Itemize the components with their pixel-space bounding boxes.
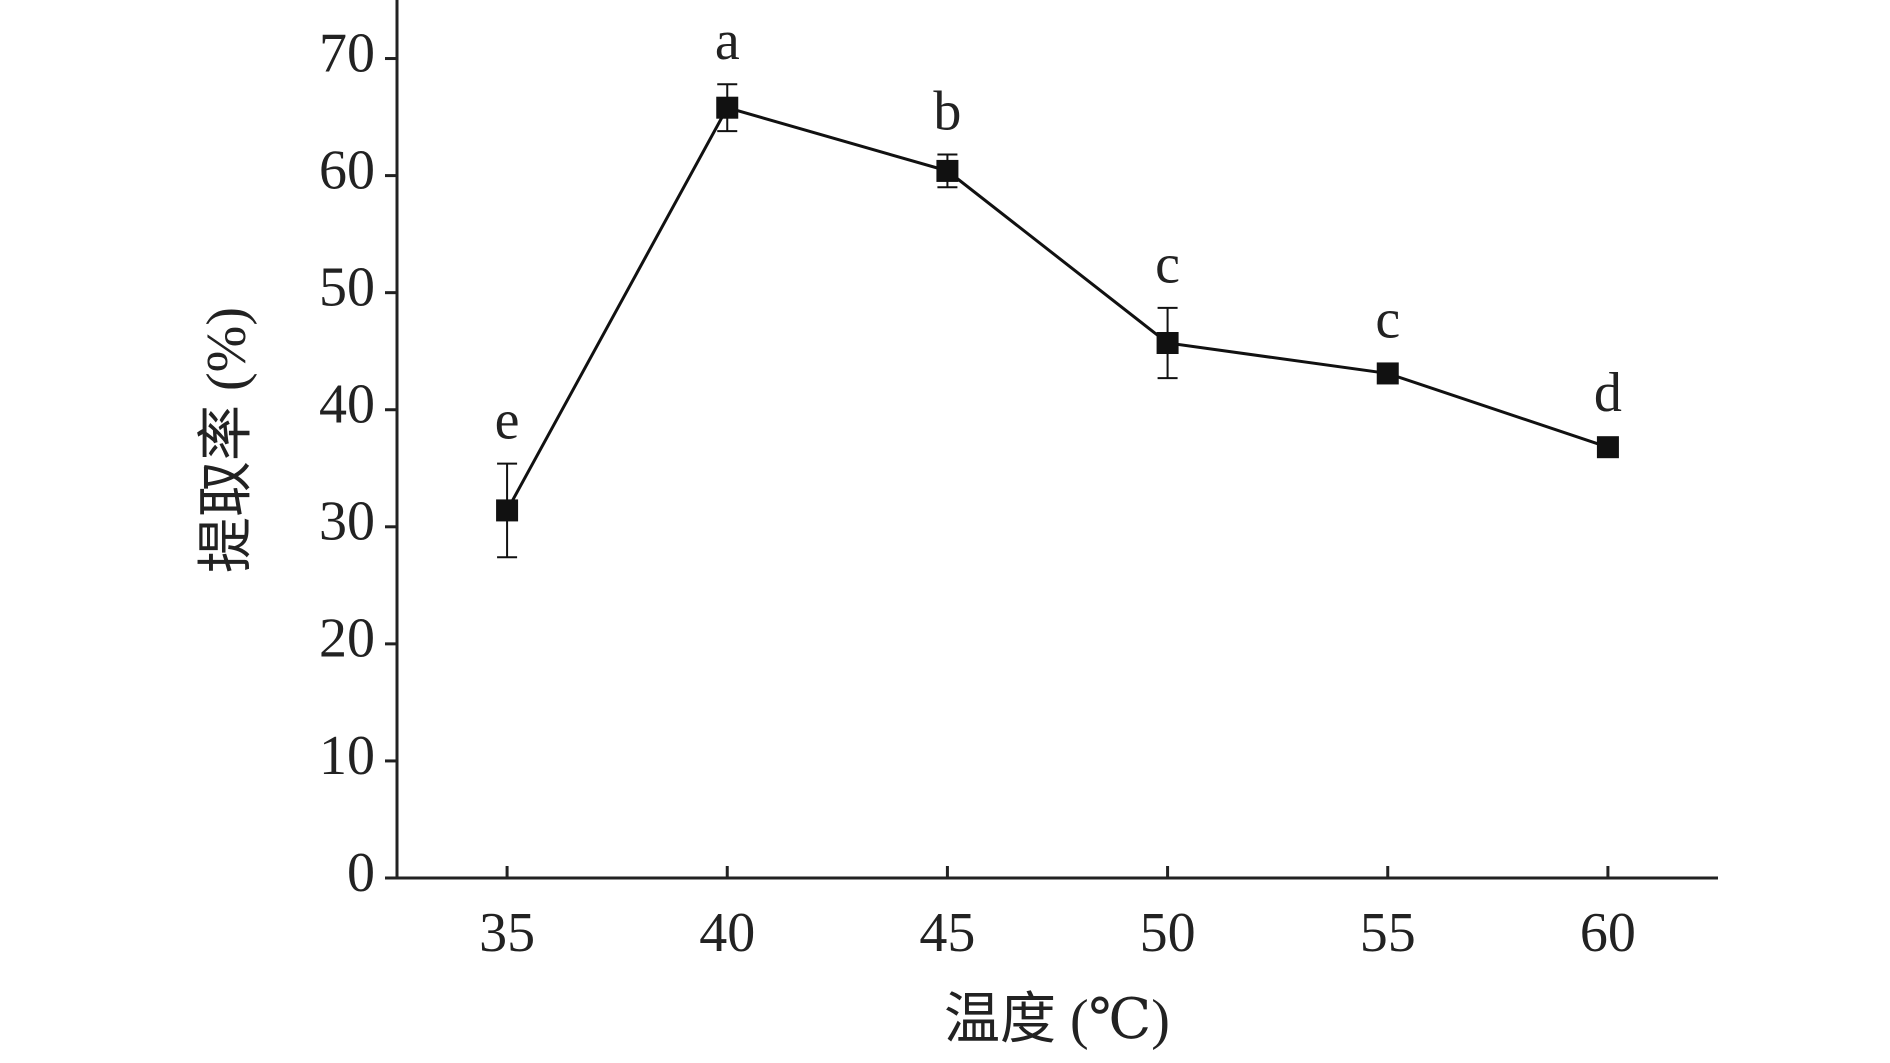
marker — [1156, 332, 1179, 355]
annotation: b — [933, 80, 961, 142]
marker — [1376, 362, 1399, 385]
y-tick-label: 70 — [319, 22, 375, 84]
marker — [716, 96, 739, 119]
annotation: e — [495, 389, 520, 451]
x-axis-label: 温度 (℃) — [944, 989, 1170, 1051]
y-tick-label: 50 — [319, 257, 375, 319]
y-axis-label: 提取率 (%) — [196, 307, 258, 573]
x-tick-label: 50 — [1140, 902, 1196, 964]
annotation: a — [715, 10, 740, 72]
x-tick-label: 55 — [1360, 902, 1416, 964]
x-tick-label: 45 — [919, 902, 975, 964]
marker — [1596, 436, 1619, 459]
x-tick-label: 60 — [1580, 902, 1636, 964]
marker — [936, 159, 959, 182]
annotation: c — [1375, 288, 1400, 350]
y-tick-label: 10 — [319, 725, 375, 787]
line — [505, 105, 1609, 512]
x-tick-label: 40 — [699, 902, 755, 964]
annotation: c — [1155, 234, 1180, 296]
y-tick-label: 40 — [319, 374, 375, 436]
annotation: d — [1594, 362, 1622, 424]
y-tick-label: 0 — [347, 842, 375, 904]
marker — [496, 499, 519, 522]
y-tick-label: 20 — [319, 608, 375, 670]
y-tick-label: 60 — [319, 139, 375, 201]
x-tick-label: 35 — [479, 902, 535, 964]
y-tick-label: 30 — [319, 491, 375, 553]
